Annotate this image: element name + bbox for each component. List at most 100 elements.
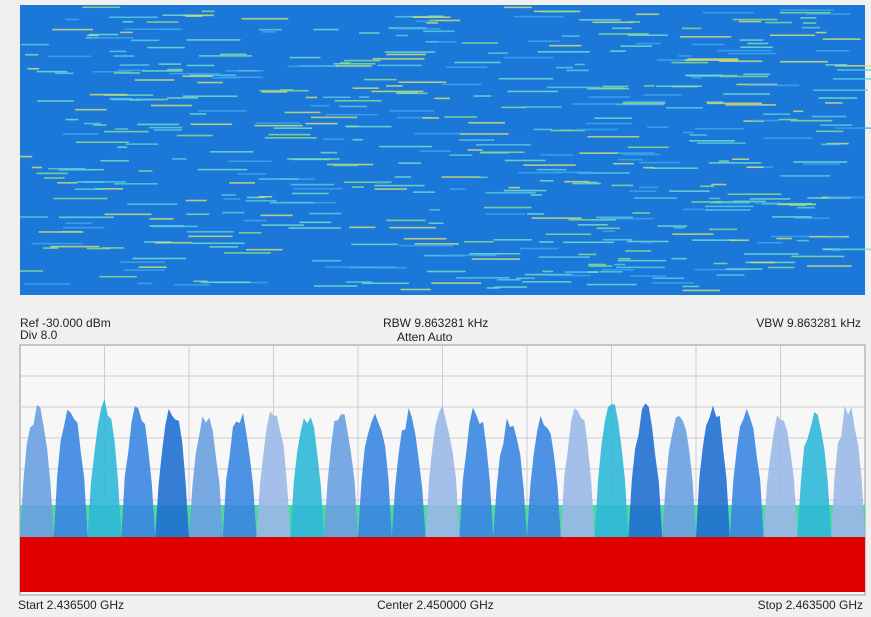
streak bbox=[708, 228, 737, 231]
streak bbox=[541, 10, 577, 13]
streak bbox=[602, 238, 633, 241]
streak bbox=[243, 219, 268, 222]
streak bbox=[100, 159, 129, 162]
streak bbox=[539, 241, 554, 243]
streak bbox=[111, 98, 159, 101]
streak bbox=[261, 31, 276, 33]
streak bbox=[197, 81, 223, 84]
channel-peak bbox=[459, 407, 494, 537]
streak bbox=[802, 22, 817, 24]
streak bbox=[823, 248, 871, 251]
channel-peak bbox=[53, 409, 88, 537]
streak bbox=[657, 225, 688, 227]
streak bbox=[743, 73, 771, 76]
streak bbox=[99, 275, 137, 278]
streak bbox=[613, 162, 634, 165]
streak bbox=[588, 96, 631, 98]
streak bbox=[588, 265, 613, 267]
streak bbox=[186, 39, 241, 41]
streak bbox=[340, 62, 351, 64]
streak bbox=[339, 105, 368, 108]
streak bbox=[586, 122, 633, 125]
streak bbox=[227, 160, 272, 163]
streak bbox=[225, 70, 264, 72]
streak bbox=[692, 43, 725, 46]
streak bbox=[374, 184, 425, 187]
streak bbox=[54, 72, 74, 75]
streak bbox=[449, 154, 473, 156]
streak bbox=[531, 217, 582, 219]
streak bbox=[827, 236, 843, 239]
streak bbox=[211, 76, 240, 79]
streak bbox=[166, 97, 198, 99]
streak bbox=[351, 243, 398, 246]
streak bbox=[486, 287, 500, 289]
streak bbox=[151, 225, 198, 228]
streak bbox=[245, 248, 283, 251]
channel-peak bbox=[493, 418, 527, 537]
streak bbox=[426, 270, 466, 273]
streak bbox=[594, 117, 632, 119]
streak bbox=[127, 203, 178, 206]
streak bbox=[53, 197, 108, 200]
streak bbox=[601, 268, 635, 271]
streak bbox=[394, 176, 412, 178]
streak bbox=[816, 50, 850, 52]
streak bbox=[627, 34, 668, 37]
streak bbox=[763, 113, 791, 115]
streak bbox=[429, 209, 440, 211]
streak bbox=[209, 151, 254, 153]
streak bbox=[419, 150, 451, 152]
streak bbox=[683, 208, 704, 211]
waterfall bbox=[20, 5, 865, 295]
streak bbox=[292, 192, 329, 195]
streak bbox=[563, 241, 615, 244]
streak bbox=[699, 185, 715, 188]
streak bbox=[222, 211, 245, 214]
streak bbox=[325, 266, 364, 268]
streak bbox=[469, 253, 521, 255]
streak bbox=[359, 32, 380, 34]
streak bbox=[622, 102, 666, 104]
streak bbox=[754, 202, 782, 204]
streak bbox=[174, 284, 210, 286]
streak bbox=[261, 91, 288, 93]
streak bbox=[540, 154, 573, 156]
streak bbox=[707, 102, 762, 105]
streak bbox=[752, 119, 780, 122]
streak bbox=[761, 202, 813, 205]
streak bbox=[539, 179, 554, 182]
streak bbox=[386, 219, 426, 222]
streak bbox=[20, 270, 44, 272]
streak bbox=[118, 69, 145, 72]
streak bbox=[620, 45, 653, 47]
streak bbox=[305, 122, 338, 125]
streak bbox=[617, 259, 666, 262]
streak bbox=[153, 129, 183, 131]
streak bbox=[138, 170, 153, 172]
channel-peak bbox=[662, 415, 696, 537]
streak bbox=[384, 51, 436, 53]
streak bbox=[346, 281, 373, 283]
streak bbox=[455, 277, 510, 279]
streak bbox=[694, 127, 744, 130]
streak bbox=[293, 187, 343, 190]
streak bbox=[158, 63, 182, 65]
streak bbox=[629, 190, 657, 193]
streak bbox=[713, 262, 728, 265]
streak bbox=[471, 258, 521, 260]
streak bbox=[58, 168, 104, 171]
streak bbox=[477, 176, 488, 179]
streak bbox=[488, 52, 508, 54]
streak bbox=[376, 182, 388, 184]
streak bbox=[31, 166, 42, 169]
streak bbox=[793, 161, 848, 163]
streak bbox=[671, 257, 687, 260]
streak bbox=[223, 198, 241, 200]
streak bbox=[268, 133, 311, 136]
streak bbox=[20, 216, 49, 218]
streak bbox=[729, 239, 750, 242]
streak bbox=[374, 188, 408, 190]
streak bbox=[780, 60, 828, 63]
streak bbox=[708, 162, 762, 164]
